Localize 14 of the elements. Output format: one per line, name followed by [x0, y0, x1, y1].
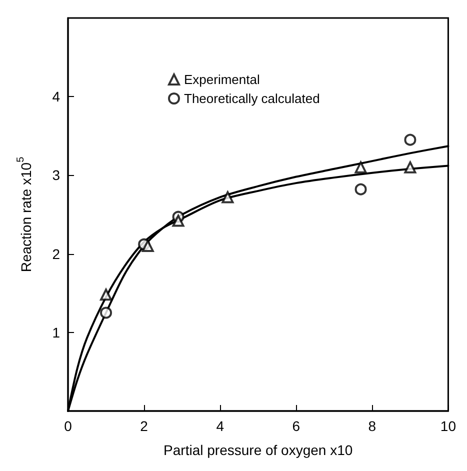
x-tick-label: 6: [292, 418, 300, 434]
y-tick-label: 4: [52, 88, 60, 105]
legend-label: Theoretically calculated: [184, 91, 320, 106]
y-tick-label: 1: [52, 324, 60, 340]
y-tick-label: 2: [52, 246, 60, 262]
x-tick-label: 4: [216, 418, 224, 434]
x-tick-label: 2: [140, 418, 148, 434]
x-tick-label: 0: [64, 418, 72, 434]
x-tick-label: 10: [440, 418, 456, 434]
x-axis-title: Partial pressure of oxygen x10: [164, 442, 353, 458]
x-tick-label: 8: [368, 418, 376, 434]
y-axis-title: Reaction rate x105: [16, 156, 34, 272]
legend-label: Experimental: [184, 72, 260, 87]
y-tick-label: 3: [52, 167, 60, 184]
